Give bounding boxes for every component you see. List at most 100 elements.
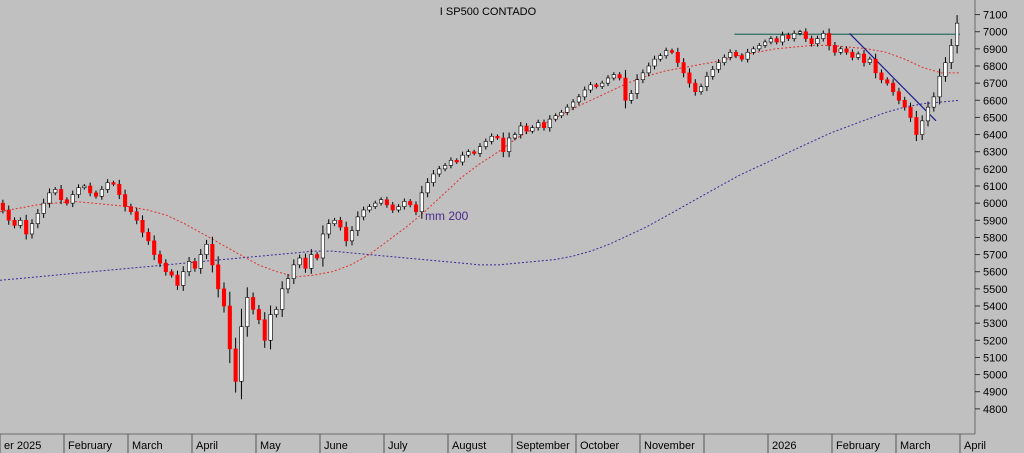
candle-body — [640, 72, 645, 81]
candle — [134, 207, 139, 225]
candle — [303, 253, 308, 273]
candle-body — [472, 151, 477, 154]
candle-body — [524, 125, 529, 132]
candle — [681, 58, 686, 78]
candle-body — [675, 51, 680, 63]
candle-body — [873, 58, 878, 74]
candle — [175, 270, 180, 290]
candle-body — [134, 211, 139, 221]
candle-body — [489, 135, 494, 142]
candle-body — [477, 146, 483, 154]
candle — [477, 143, 483, 157]
candle — [629, 90, 634, 104]
candle-body — [268, 314, 273, 341]
candle — [117, 179, 122, 200]
candle-body — [361, 209, 366, 218]
candle — [600, 80, 605, 89]
candle — [949, 38, 954, 70]
candle-body — [483, 141, 488, 147]
candle — [797, 29, 803, 36]
y-axis: 4800 4900 5000 5100 5200 5300 5400 5500 5600 5700… — [975, 10, 1007, 416]
candle — [472, 149, 477, 156]
candle-body — [396, 206, 401, 211]
candle — [885, 77, 890, 86]
candle — [751, 46, 756, 55]
candle-body — [332, 219, 337, 225]
y-tick-label: 5600 — [983, 267, 1007, 279]
y-tick-label: 6700 — [983, 78, 1007, 90]
candle — [809, 35, 814, 47]
candle-body — [594, 84, 599, 87]
candle — [501, 132, 506, 158]
candle-body — [448, 159, 453, 166]
y-tick-label: 5400 — [983, 301, 1007, 313]
candle — [210, 236, 215, 273]
candle-body — [850, 51, 855, 58]
candle — [320, 225, 325, 267]
candle-body — [943, 62, 948, 77]
candle-body — [861, 53, 867, 63]
candle — [943, 57, 948, 82]
x-tick-label: 2026 — [772, 440, 796, 452]
candle-body — [751, 48, 756, 53]
candle — [867, 56, 872, 65]
candle-body — [29, 223, 35, 235]
candle-body — [582, 89, 587, 98]
candle — [571, 99, 576, 111]
candle-body — [536, 122, 541, 129]
candle — [821, 30, 826, 42]
candle-body — [419, 192, 424, 213]
candle — [169, 269, 174, 278]
candle — [786, 32, 791, 41]
candle-body — [669, 50, 675, 53]
candle-body — [792, 33, 797, 39]
candle — [361, 206, 366, 221]
candle — [24, 214, 29, 240]
candle — [373, 200, 378, 209]
candle-body — [955, 22, 960, 46]
candle — [518, 122, 523, 139]
candle — [419, 185, 424, 219]
candle — [763, 39, 768, 48]
candle — [309, 249, 314, 274]
candle-body — [390, 204, 395, 211]
candle-body — [821, 33, 826, 39]
trend-line — [849, 33, 937, 122]
candle-body — [553, 115, 558, 120]
candle-body — [88, 185, 93, 194]
candle — [140, 215, 145, 238]
candle-body — [408, 201, 413, 206]
y-tick-label: 5900 — [983, 215, 1007, 227]
candle-body — [844, 48, 849, 53]
candle-body — [163, 262, 168, 273]
candle — [285, 274, 291, 294]
candle-body — [605, 77, 611, 84]
candle — [530, 125, 535, 134]
candle — [541, 119, 547, 131]
candle — [82, 184, 87, 190]
candle-body — [251, 297, 256, 310]
candle-body — [152, 240, 157, 255]
y-tick-label: 6500 — [983, 112, 1007, 124]
candle — [646, 62, 651, 77]
candle-body — [617, 74, 622, 79]
candle-body — [53, 189, 58, 194]
candle — [931, 92, 936, 112]
x-tick-label: August — [452, 440, 486, 452]
candle-body — [571, 101, 576, 108]
x-tick-label: April — [196, 440, 218, 452]
x-tick-label: March — [132, 440, 163, 452]
candle-body — [902, 99, 907, 108]
candle — [512, 132, 517, 141]
candle — [635, 74, 640, 99]
candle — [495, 134, 500, 140]
candle — [251, 292, 256, 315]
candle — [349, 226, 355, 246]
candle — [367, 204, 372, 213]
candle — [553, 113, 558, 122]
candle — [157, 250, 163, 268]
candle-body — [925, 106, 931, 122]
candle-body — [786, 34, 791, 39]
candle — [623, 69, 628, 109]
candle-body — [530, 127, 535, 132]
